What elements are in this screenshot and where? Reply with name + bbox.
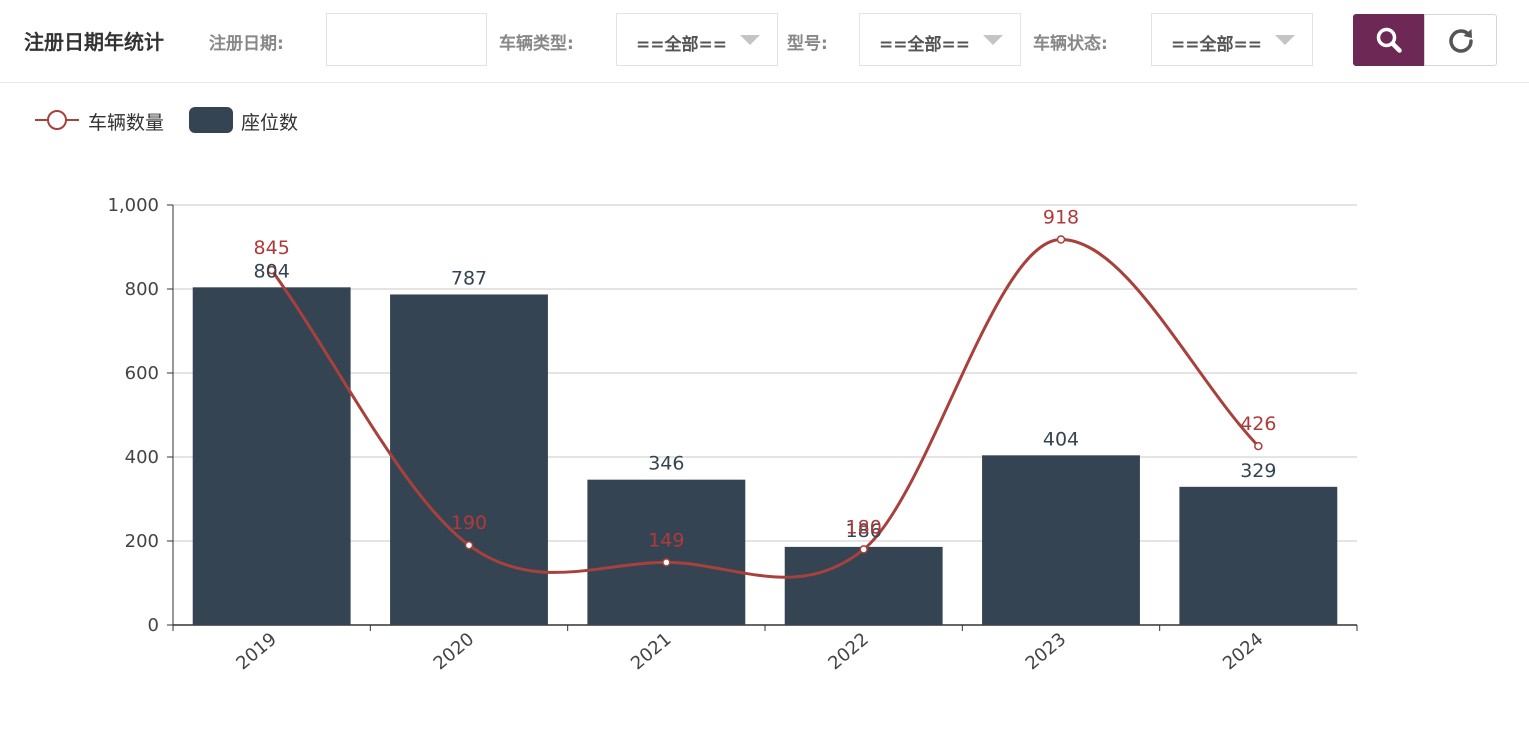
bar bbox=[784, 546, 943, 625]
legend-line-icon bbox=[35, 110, 79, 130]
y-tick-label: 600 bbox=[125, 363, 159, 384]
line-value-label: 190 bbox=[451, 512, 487, 534]
model-select[interactable]: ==全部== bbox=[859, 13, 1021, 66]
x-tick-label: 2021 bbox=[627, 629, 676, 675]
line-value-label: 426 bbox=[1240, 413, 1276, 435]
line-value-label: 180 bbox=[846, 516, 882, 538]
line-value-label: 149 bbox=[648, 529, 684, 551]
line-point bbox=[662, 558, 671, 567]
line-point bbox=[267, 265, 276, 275]
bar bbox=[390, 294, 548, 625]
line-point bbox=[1254, 441, 1263, 451]
vehicle-type-label: 车辆类型: bbox=[499, 34, 574, 54]
y-tick-label: 200 bbox=[125, 531, 159, 552]
line-value-label: 845 bbox=[254, 237, 290, 259]
search-button[interactable] bbox=[1353, 14, 1425, 66]
bar-value-label: 787 bbox=[451, 267, 487, 289]
search-icon bbox=[1376, 27, 1402, 53]
combo-chart: 0 200 400 600 800 1,000 2019 2020 2021 2022 2023 20… bbox=[107, 195, 1358, 675]
legend-label: 座位数 bbox=[241, 112, 299, 134]
y-tick-label: 1,000 bbox=[107, 195, 159, 216]
line-point bbox=[464, 540, 474, 550]
reg-date-input[interactable] bbox=[326, 13, 487, 66]
vehicle-type-value: ==全部== bbox=[636, 35, 727, 55]
legend-item-vehicle-count[interactable]: 车辆数量 bbox=[34, 106, 174, 134]
bar-value-label: 404 bbox=[1043, 428, 1079, 450]
y-tick-label: 400 bbox=[125, 447, 159, 468]
vehicle-status-select[interactable]: ==全部== bbox=[1151, 13, 1313, 66]
chevron-down-icon bbox=[983, 35, 1003, 45]
x-tick-label: 2024 bbox=[1219, 629, 1268, 675]
chevron-down-icon bbox=[740, 35, 760, 45]
bar-value-label: 186 bbox=[846, 520, 882, 542]
vehicle-status-label: 车辆状态: bbox=[1033, 34, 1108, 54]
bar bbox=[1179, 486, 1338, 625]
x-tick-label: 2020 bbox=[430, 629, 479, 675]
filter-toolbar: 注册日期年统计 注册日期: 车辆类型: ==全部== 型号: ==全部== 车辆… bbox=[0, 0, 1529, 83]
x-tick-label: 2022 bbox=[824, 629, 873, 675]
model-value: ==全部== bbox=[879, 35, 970, 55]
bar-value-label: 804 bbox=[254, 260, 290, 282]
bar bbox=[982, 455, 1140, 625]
line-value-label: 918 bbox=[1043, 206, 1079, 228]
bar-value-label: 346 bbox=[648, 453, 684, 475]
bar bbox=[587, 479, 746, 625]
legend-item-seats[interactable]: 座位数 bbox=[189, 106, 309, 134]
legend-bar-icon bbox=[189, 107, 233, 133]
reset-button[interactable] bbox=[1424, 14, 1497, 66]
legend-label: 车辆数量 bbox=[88, 112, 165, 134]
bar-value-label: 329 bbox=[1240, 460, 1276, 482]
page-title: 注册日期年统计 bbox=[24, 30, 164, 54]
chevron-down-icon bbox=[1275, 35, 1295, 45]
bar bbox=[192, 287, 351, 625]
line-point bbox=[859, 545, 868, 554]
x-tick-label: 2023 bbox=[1022, 629, 1071, 675]
vehicle-type-select[interactable]: ==全部== bbox=[616, 13, 778, 66]
model-label: 型号: bbox=[787, 34, 828, 54]
line-series bbox=[270, 237, 1260, 579]
y-tick-label: 800 bbox=[125, 279, 159, 300]
line-point bbox=[1056, 235, 1066, 244]
reg-date-label: 注册日期: bbox=[209, 34, 284, 54]
x-tick-label: 2019 bbox=[232, 629, 281, 675]
refresh-icon bbox=[1448, 29, 1473, 53]
y-tick-label: 0 bbox=[148, 615, 159, 636]
vehicle-status-value: ==全部== bbox=[1171, 35, 1262, 55]
